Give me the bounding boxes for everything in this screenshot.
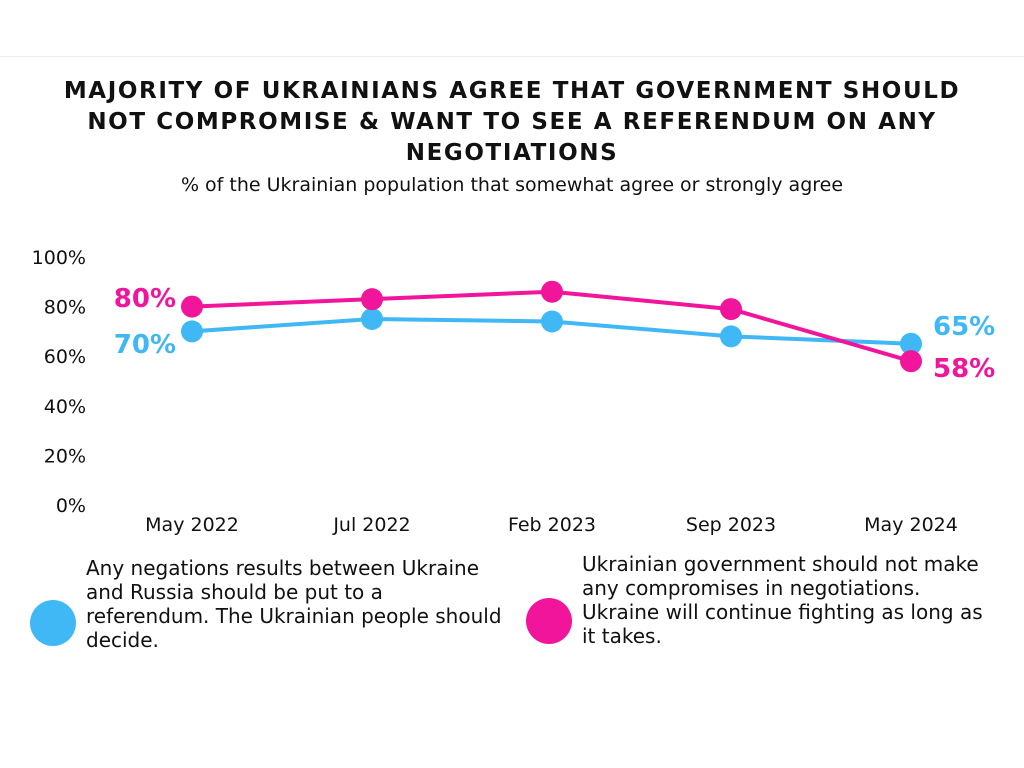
- data-labels: 80% 70% 65% 58%: [114, 284, 995, 384]
- y-tick-label: 0%: [56, 495, 86, 517]
- y-tick-label: 60%: [44, 346, 86, 368]
- data-point-pink: [720, 298, 742, 321]
- data-label-blue-start: 70%: [114, 330, 176, 360]
- y-tick-label: 20%: [44, 445, 86, 467]
- data-point-pink: [361, 288, 383, 311]
- data-label-blue-end: 65%: [933, 312, 995, 342]
- legend-swatch-pink: [526, 598, 572, 644]
- data-point-pink: [181, 295, 203, 318]
- chart-subtitle: % of the Ukrainian population that somew…: [180, 174, 844, 196]
- data-point-pink: [541, 280, 563, 303]
- y-tick-label: 40%: [44, 396, 86, 418]
- x-tick-label: Jul 2022: [332, 514, 410, 536]
- data-point-blue: [361, 308, 383, 330]
- y-tick-label: 100%: [32, 247, 86, 269]
- data-point-blue: [720, 325, 742, 348]
- legend-item-referendum: Any negations results between Ukraine an…: [30, 556, 510, 656]
- chart-title: MAJORITY OF UKRAINIANS AGREE THAT GOVERN…: [63, 78, 961, 166]
- x-tick-label: May 2022: [145, 514, 239, 536]
- legend-label-no-compromise: Ukrainian government should not make any…: [582, 552, 983, 648]
- data-label-pink-start: 80%: [114, 284, 176, 314]
- series-layer: [181, 280, 922, 373]
- y-tick-label: 80%: [44, 297, 86, 319]
- top-divider: [0, 56, 1024, 57]
- x-tick-label: May 2024: [864, 514, 958, 536]
- x-tick-label: Sep 2023: [686, 514, 776, 536]
- data-point-pink: [900, 350, 922, 373]
- x-axis: May 2022 Jul 2022 Feb 2023 Sep 2023 May 2024: [145, 514, 958, 536]
- legend-swatch-blue: [30, 600, 76, 646]
- data-point-blue: [181, 320, 203, 343]
- y-axis: 0% 20% 40% 60% 80% 100%: [32, 247, 86, 517]
- legend-label-referendum: Any negations results between Ukraine an…: [86, 556, 502, 652]
- data-label-pink-end: 58%: [933, 354, 995, 384]
- data-point-blue: [900, 332, 922, 355]
- data-point-blue: [541, 310, 563, 333]
- legend-item-no-compromise: Ukrainian government should not make any…: [526, 552, 1006, 652]
- x-tick-label: Feb 2023: [508, 514, 596, 536]
